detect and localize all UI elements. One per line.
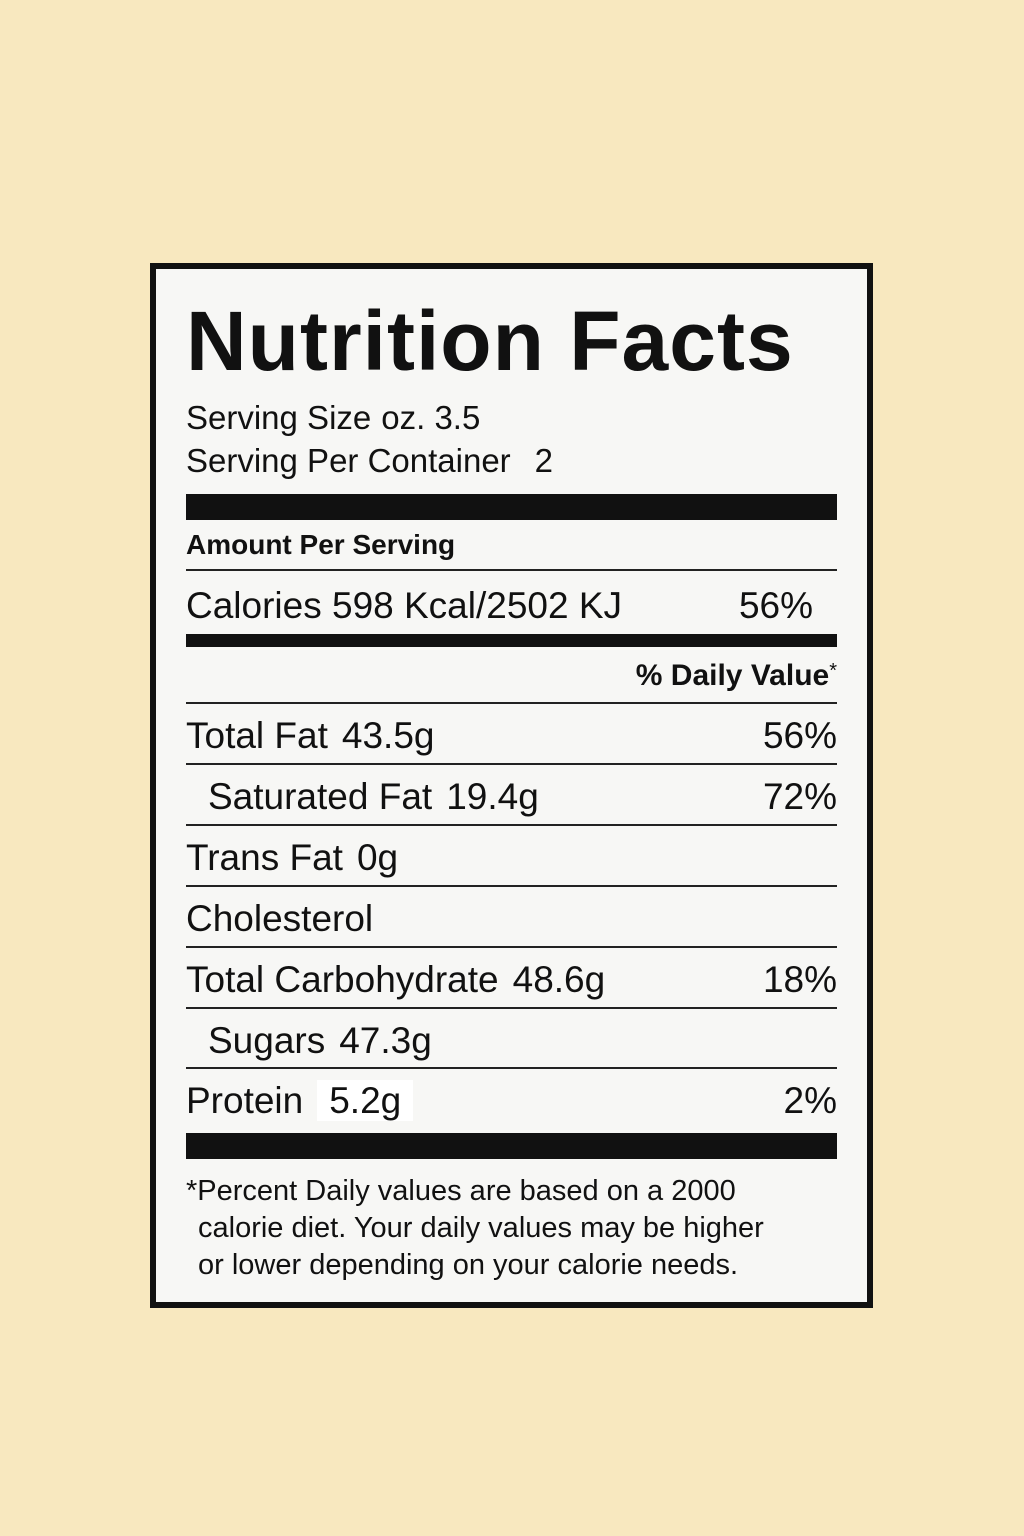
nutrient-percent: 72% [762, 776, 837, 817]
serving-size: Serving Size oz. 3.5 [186, 401, 480, 434]
footnote-line: *Percent Daily values are based on a 200… [186, 1175, 736, 1207]
thick-divider [186, 494, 837, 520]
servings-per-container: Serving Per Container 2 [186, 444, 553, 477]
divider [186, 702, 837, 704]
nutrient-percent: 18% [762, 959, 837, 1000]
label-title: Nutrition Facts [186, 294, 794, 388]
divider [186, 1007, 837, 1009]
nutrient-name: Total Carbohydrate [186, 959, 499, 1000]
daily-value-header: % Daily Value* [636, 661, 837, 691]
footnote-line: calorie diet. Your daily values may be h… [198, 1212, 764, 1244]
serving-size-value: oz. 3.5 [381, 399, 481, 436]
nutrient-amount: 0g [356, 837, 399, 878]
nutrient-name: Sugars [208, 1020, 326, 1061]
nutrient-name: Cholesterol [186, 898, 374, 939]
nutrient-row-sugars: Sugars 47.3g [186, 1022, 837, 1059]
calories-percent: 56% [738, 585, 813, 626]
servings-per-container-value: 2 [534, 442, 554, 479]
footnote: *Percent Daily values are based on a 200… [186, 1173, 837, 1284]
divider [186, 824, 837, 826]
nutrient-amount: 43.5g [341, 715, 435, 756]
serving-size-label: Serving Size [186, 399, 372, 436]
divider [186, 946, 837, 948]
nutrient-amount: 47.3g [339, 1020, 432, 1061]
medium-divider [186, 634, 837, 647]
nutrient-row-total-fat: Total Fat 43.5g 56% [186, 717, 837, 754]
servings-per-container-label: Serving Per Container [186, 442, 511, 479]
nutrient-name: Trans Fat [186, 837, 343, 878]
thick-divider [186, 1133, 837, 1159]
nutrient-amount: 48.6g [512, 959, 606, 1000]
nutrient-row-total-carbohydrate: Total Carbohydrate 48.6g 18% [186, 961, 837, 998]
nutrient-row-saturated-fat: Saturated Fat 19.4g 72% [186, 778, 837, 815]
daily-value-asterisk: * [829, 660, 837, 682]
divider [186, 763, 837, 765]
divider [186, 1067, 837, 1069]
nutrient-name: Saturated Fat [208, 776, 433, 817]
nutrient-amount: 5.2g [317, 1080, 414, 1121]
nutrient-percent: 2% [783, 1080, 837, 1121]
amount-per-serving-heading: Amount Per Serving [186, 529, 456, 560]
nutrient-row-protein: Protein 5.2g 2% [186, 1080, 837, 1121]
nutrient-row-cholesterol: Cholesterol [186, 900, 837, 937]
divider [186, 885, 837, 887]
nutrient-name: Protein [186, 1080, 304, 1121]
calories-text: Calories 598 Kcal/2502 KJ [186, 585, 623, 626]
nutrition-label: Nutrition Facts Serving Size oz. 3.5 Serv… [150, 263, 873, 1308]
calories-row: Calories 598 Kcal/2502 KJ 56% [186, 587, 837, 624]
nutrient-amount: 19.4g [446, 776, 539, 817]
daily-value-header-text: % Daily Value [635, 659, 830, 692]
footnote-line: or lower depending on your calorie needs… [198, 1249, 739, 1281]
nutrient-percent: 56% [762, 715, 837, 756]
nutrient-row-trans-fat: Trans Fat 0g [186, 839, 837, 876]
divider [186, 569, 837, 571]
nutrient-name: Total Fat [186, 715, 328, 756]
